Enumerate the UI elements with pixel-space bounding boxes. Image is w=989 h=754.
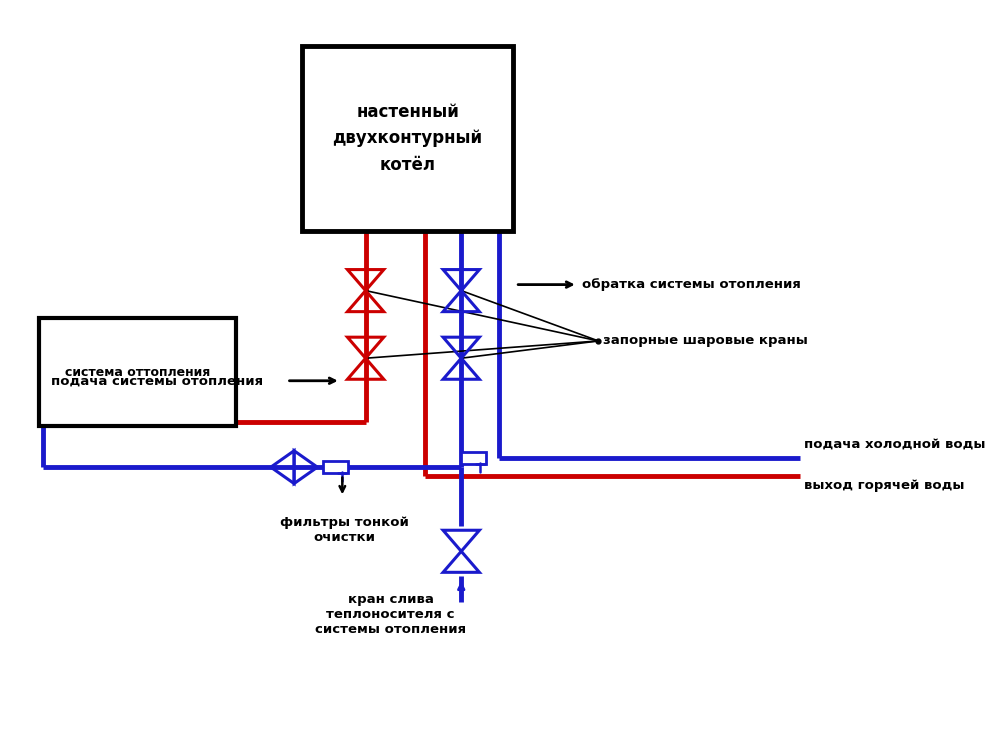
Bar bbox=[323, 461, 348, 474]
Text: настенный
двухконтурный
котёл: настенный двухконтурный котёл bbox=[332, 103, 483, 174]
Text: система оттопления: система оттопления bbox=[64, 366, 210, 379]
Text: кран слива
теплоносителя с
системы отопления: кран слива теплоносителя с системы отопл… bbox=[315, 593, 466, 636]
Text: запорные шаровые краны: запорные шаровые краны bbox=[602, 335, 807, 348]
Text: обратка системы отопления: обратка системы отопления bbox=[582, 278, 801, 291]
Text: выход горячей воды: выход горячей воды bbox=[804, 479, 964, 492]
Text: подача системы отопления: подача системы отопления bbox=[51, 374, 263, 388]
Bar bbox=[303, 47, 512, 231]
Bar bbox=[39, 318, 236, 426]
Text: фильтры тонкой
очистки: фильтры тонкой очистки bbox=[280, 516, 408, 544]
Text: подача холодной воды: подача холодной воды bbox=[804, 437, 985, 451]
Bar bbox=[461, 452, 487, 464]
